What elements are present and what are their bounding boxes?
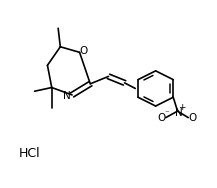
Text: O: O [158,113,166,123]
Text: ⁻: ⁻ [165,110,170,119]
Text: O: O [79,46,88,56]
Text: N: N [175,108,182,118]
Text: +: + [178,103,185,112]
Text: O: O [188,113,196,123]
Text: N: N [64,91,71,101]
Text: HCl: HCl [18,147,40,160]
